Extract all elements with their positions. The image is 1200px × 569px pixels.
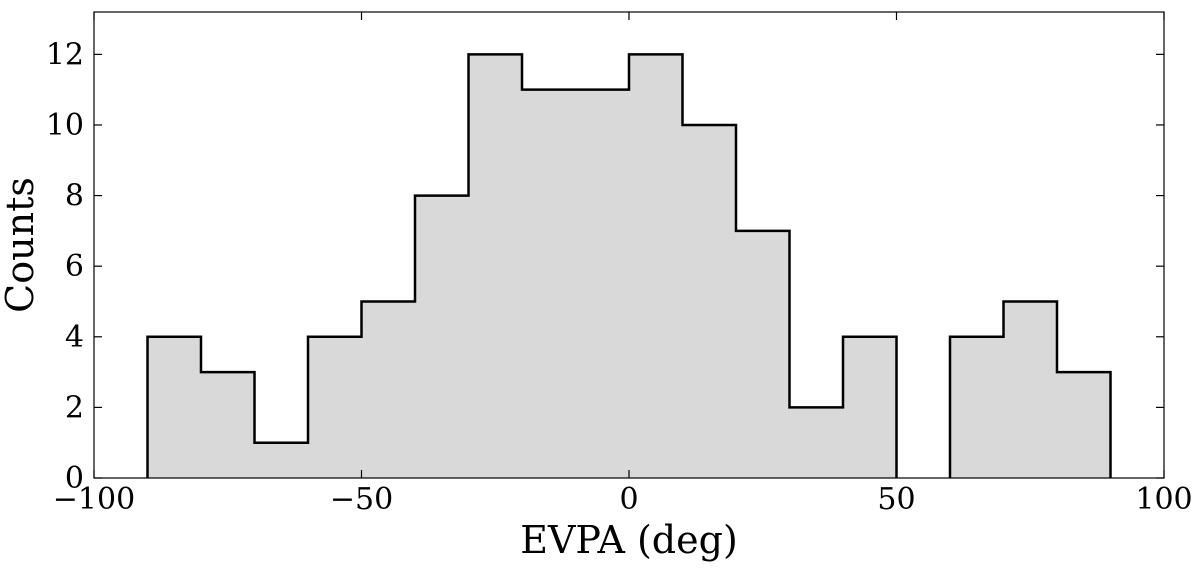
histogram-bar: [682, 124, 736, 478]
histogram-bar: [254, 442, 308, 478]
x-tick-label: −50: [330, 482, 393, 517]
y-tick-label: 6: [65, 249, 84, 284]
ticks-layer: [93, 12, 1165, 479]
x-axis-label: EVPA (deg): [520, 518, 738, 562]
histogram-bar: [789, 407, 843, 478]
y-tick-label: 8: [65, 179, 84, 214]
histogram-bar: [629, 54, 683, 478]
histogram-bar: [843, 336, 897, 478]
histogram-bar: [522, 89, 576, 479]
y-tick-label: 0: [65, 461, 84, 496]
histogram-bar: [1057, 372, 1111, 478]
histogram-outline: [146, 53, 1112, 478]
bars-layer: [147, 54, 1111, 479]
histogram-bar: [415, 195, 469, 479]
histogram-bar: [736, 230, 790, 478]
histogram-bar: [361, 301, 415, 478]
y-tick-label: 10: [46, 108, 84, 143]
histogram-bar: [308, 336, 362, 478]
y-tick-label: 2: [65, 390, 84, 425]
x-tick-labels: −100 −50 0 50 100: [53, 482, 1193, 517]
histogram-bar: [1003, 301, 1057, 478]
x-tick-label: −100: [53, 482, 135, 517]
y-tick-label: 12: [46, 37, 84, 72]
y-tick-labels: 0 2 4 6 8 10 12: [46, 37, 84, 496]
histogram-bar: [575, 89, 629, 479]
y-axis-label: Counts: [0, 177, 42, 313]
histogram-bar: [147, 336, 201, 478]
y-tick-label: 4: [65, 320, 84, 355]
x-tick-label: 100: [1135, 482, 1192, 517]
x-tick-label: 50: [877, 482, 915, 517]
x-tick-label: 0: [619, 482, 638, 517]
histogram-bar: [468, 54, 522, 478]
histogram-bar: [950, 336, 1004, 478]
histogram-bar: [201, 372, 255, 478]
